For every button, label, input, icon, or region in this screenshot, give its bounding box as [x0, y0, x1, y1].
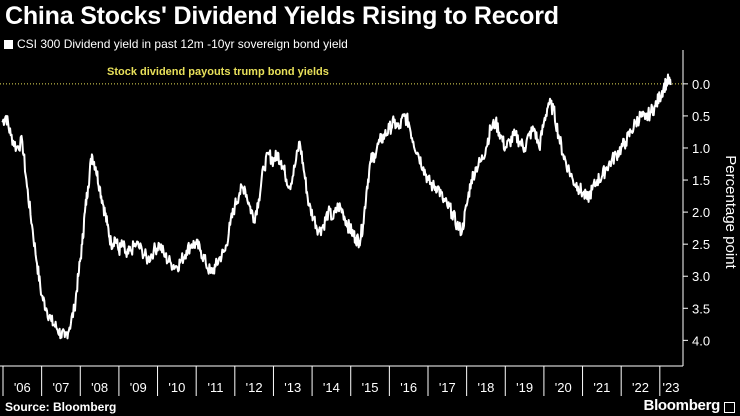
x-tick-label: '15 [362, 380, 379, 395]
x-tick-label: '16 [400, 380, 417, 395]
legend-label: CSI 300 Dividend yield in past 12m -10yr… [17, 37, 348, 51]
y-tick-label: 0.5 [692, 109, 710, 124]
x-tick-label: '19 [516, 380, 533, 395]
x-tick-label: '21 [593, 380, 610, 395]
brand-mark-icon [724, 402, 735, 413]
y-tick-label: 3.0 [692, 269, 710, 284]
y-tick-label: 3.5 [692, 301, 710, 316]
x-tick-label: '13 [284, 380, 301, 395]
x-tick-label: '14 [323, 380, 340, 395]
y-tick-label: 4.0 [692, 333, 710, 348]
annotation-label: Stock dividend payouts trump bond yields [107, 66, 329, 78]
legend: CSI 300 Dividend yield in past 12m -10yr… [4, 37, 348, 51]
y-tick-label: 1.0 [692, 141, 710, 156]
x-tick-label: '07 [52, 380, 69, 395]
x-tick-label: '06 [14, 380, 31, 395]
y-axis-title: Percentage point [722, 155, 739, 269]
x-tick-label: '10 [168, 380, 185, 395]
chart-title: China Stocks' Dividend Yields Rising to … [5, 2, 559, 30]
x-tick-label: '12 [246, 380, 263, 395]
y-tick-label: 2.5 [692, 237, 710, 252]
x-tick-label: '20 [555, 380, 572, 395]
x-tick-label: '08 [91, 380, 108, 395]
x-tick-label: '22 [632, 380, 649, 395]
brand-logo: Bloomberg [643, 397, 721, 414]
x-tick-label: '11 [208, 380, 224, 395]
series-line [1, 73, 672, 340]
x-tick-label: '18 [477, 380, 494, 395]
y-tick-label: 0.0 [692, 77, 710, 92]
x-tick-label: '09 [130, 380, 147, 395]
y-tick-label: 2.0 [692, 205, 710, 220]
source-note: Source: Bloomberg [5, 400, 117, 414]
x-tick-label: '23 [663, 380, 680, 395]
legend-swatch [4, 39, 13, 49]
x-tick-label: '17 [439, 380, 456, 395]
y-tick-label: 1.5 [692, 173, 710, 188]
